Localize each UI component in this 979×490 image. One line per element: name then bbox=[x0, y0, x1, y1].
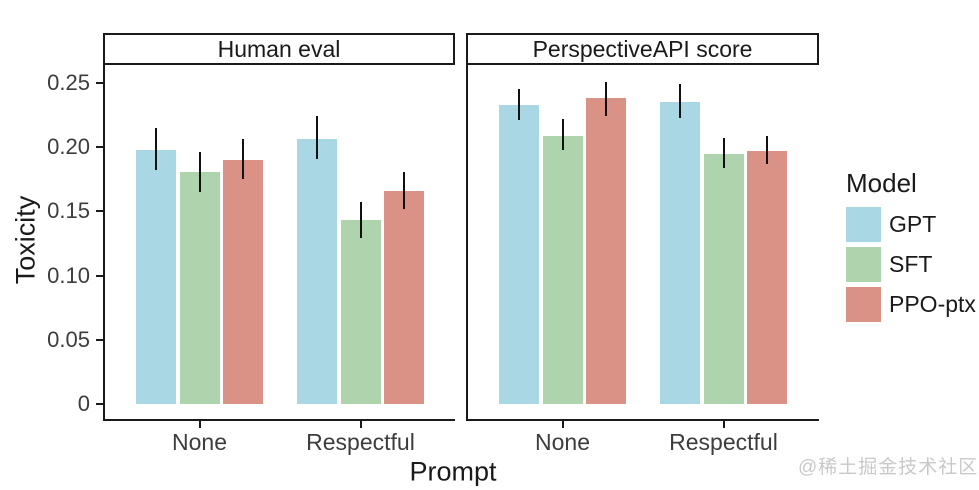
x-axis-title: Prompt bbox=[409, 456, 497, 487]
bar-sft-none bbox=[179, 171, 220, 404]
facet-strip-perspectiveapi: PerspectiveAPI score bbox=[466, 33, 819, 65]
y-tick-label: 0 bbox=[77, 391, 90, 416]
legend-label: PPO-ptx bbox=[889, 291, 976, 317]
x-tick-label-none: None bbox=[535, 429, 590, 455]
bar-ppo-ptx-none bbox=[223, 160, 263, 404]
watermark: @稀土掘金技术社区 bbox=[798, 457, 979, 478]
facet-strip-label: Human eval bbox=[217, 35, 341, 62]
errorbar-ppo-ptx-respectful bbox=[403, 171, 405, 209]
errorbar-sft-respectful bbox=[359, 202, 362, 239]
errorbar-gpt-respectful bbox=[316, 116, 318, 159]
legend-swatch-sft bbox=[846, 247, 881, 282]
x-tick-mark bbox=[722, 421, 725, 428]
bar-ppo-ptx-respectful bbox=[384, 190, 424, 404]
legend-label: SFT bbox=[889, 251, 933, 277]
bar-sft-none bbox=[542, 135, 583, 404]
y-tick-mark bbox=[96, 82, 103, 84]
bar-ppo-ptx-none bbox=[586, 98, 626, 404]
x-tick-mark bbox=[561, 421, 564, 428]
y-tick-label: 0.25 bbox=[47, 70, 90, 95]
x-tick-mark bbox=[198, 421, 201, 428]
y-tick-label: 0.15 bbox=[47, 198, 90, 224]
bar-gpt-none bbox=[136, 149, 176, 404]
legend-swatch-ppo-ptx bbox=[846, 287, 881, 322]
y-tick-mark bbox=[96, 210, 103, 213]
legend-swatch-gpt bbox=[846, 207, 881, 242]
facet-strip-label: PerspectiveAPI score bbox=[532, 35, 753, 62]
y-tick-label: 0.20 bbox=[47, 134, 90, 160]
bar-gpt-respectful bbox=[660, 102, 700, 404]
x-tick-mark bbox=[359, 421, 362, 428]
errorbar-gpt-none bbox=[155, 127, 157, 171]
facet-strip-human-eval: Human eval bbox=[103, 33, 455, 65]
errorbar-ppo-ptx-none bbox=[242, 139, 244, 180]
legend-item-gpt: GPT bbox=[846, 207, 976, 242]
errorbar-gpt-respectful bbox=[679, 84, 681, 118]
bar-gpt-none bbox=[499, 104, 539, 404]
bar-gpt-respectful bbox=[297, 139, 337, 404]
legend-title: Model bbox=[846, 168, 917, 198]
errorbar-ppo-ptx-respectful bbox=[766, 135, 768, 164]
x-tick-label-respectful: Respectful bbox=[669, 429, 778, 455]
y-axis-title: Toxicity bbox=[10, 195, 41, 285]
bar-sft-respectful bbox=[340, 220, 381, 404]
errorbar-sft-none bbox=[198, 152, 201, 193]
y-tick-mark bbox=[96, 403, 103, 405]
legend-items: GPT SFT PPO-ptx bbox=[846, 207, 976, 322]
errorbar-gpt-none bbox=[518, 89, 520, 121]
legend: Model GPT SFT PPO-ptx bbox=[846, 168, 976, 327]
x-tick-label-none: None bbox=[172, 429, 227, 455]
y-tick-mark bbox=[96, 338, 103, 341]
legend-item-sft: SFT bbox=[846, 247, 976, 282]
y-tick-mark bbox=[96, 146, 103, 149]
y-tick-label: 0.05 bbox=[47, 326, 90, 352]
errorbar-sft-respectful bbox=[722, 138, 725, 168]
errorbar-ppo-ptx-none bbox=[605, 81, 607, 117]
errorbar-sft-none bbox=[561, 118, 564, 150]
bar-ppo-ptx-respectful bbox=[747, 151, 787, 404]
y-tick-label: 0.10 bbox=[47, 262, 90, 288]
legend-label: GPT bbox=[889, 211, 937, 237]
x-tick-label-respectful: Respectful bbox=[306, 429, 415, 455]
legend-item-ppo-ptx: PPO-ptx bbox=[846, 287, 976, 322]
bar-sft-respectful bbox=[703, 153, 744, 404]
y-tick-mark bbox=[96, 274, 103, 277]
